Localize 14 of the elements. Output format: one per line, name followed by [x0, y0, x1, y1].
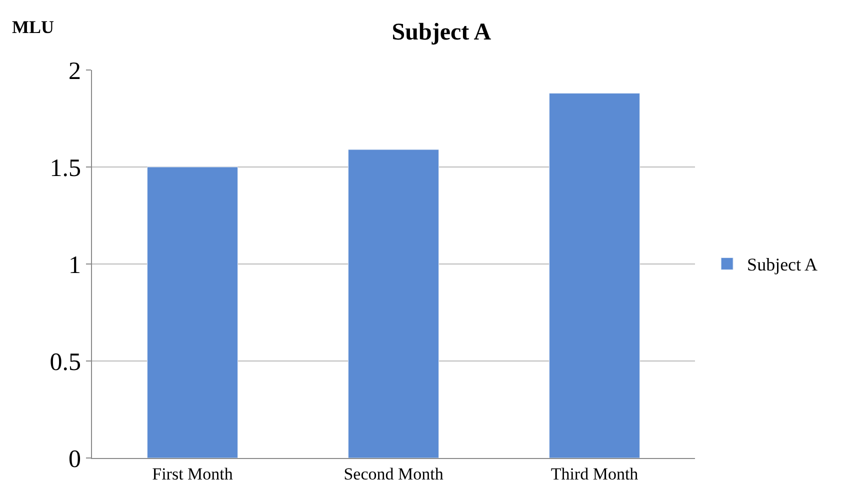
y-tick-label: 0.5 — [50, 348, 81, 376]
y-tick-label: 1 — [68, 252, 81, 279]
x-tick-label: Third Month — [550, 464, 639, 484]
y-tick-label: 1.5 — [50, 154, 81, 182]
chart-title: Subject A — [392, 19, 492, 46]
legend-label: Subject A — [747, 254, 818, 275]
y-tick-label: 2 — [68, 58, 81, 85]
bar — [549, 93, 640, 458]
bar — [147, 166, 238, 458]
x-tick-label: First Month — [152, 464, 234, 484]
y-tick-label: 0 — [68, 446, 81, 473]
y-axis-title: MLU — [12, 17, 54, 37]
bar — [348, 149, 439, 458]
x-tick-label: Second Month — [344, 464, 444, 484]
